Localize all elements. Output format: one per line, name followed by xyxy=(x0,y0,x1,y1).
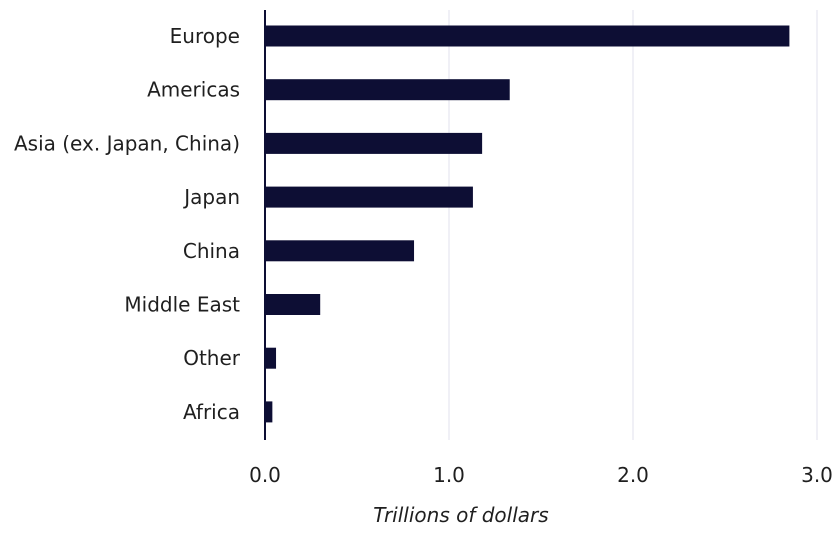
bar xyxy=(265,79,510,101)
category-label: Middle East xyxy=(124,293,240,317)
bars xyxy=(265,25,790,423)
grid-lines xyxy=(448,10,818,440)
category-label: Other xyxy=(183,346,241,370)
x-tick-label: 2.0 xyxy=(617,463,649,487)
bar xyxy=(265,132,483,154)
category-label: China xyxy=(183,239,240,263)
x-axis-title: Trillions of dollars xyxy=(373,503,548,527)
x-tick-label: 0.0 xyxy=(249,463,281,487)
category-labels: Europe Americas Asia (ex. Japan, China) Jap… xyxy=(14,24,241,424)
category-label: Americas xyxy=(147,78,240,102)
category-label: Europe xyxy=(170,24,240,48)
bar xyxy=(265,25,790,47)
x-tick-label: 1.0 xyxy=(433,463,465,487)
bar xyxy=(265,186,473,208)
x-tick-labels: 0.0 1.0 2.0 3.0 xyxy=(249,463,833,487)
bar xyxy=(265,240,415,262)
bar xyxy=(265,401,273,423)
bar xyxy=(265,294,321,315)
bar xyxy=(265,347,277,369)
category-label: Asia (ex. Japan, China) xyxy=(14,131,240,155)
x-tick-label: 3.0 xyxy=(801,463,833,487)
category-label: Africa xyxy=(183,400,240,424)
category-label: Japan xyxy=(182,185,240,209)
